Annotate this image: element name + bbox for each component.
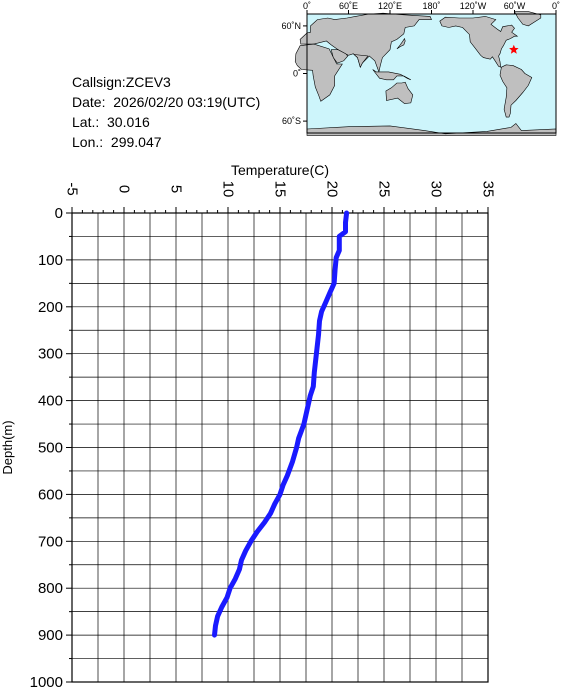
location-marker-star: [509, 44, 519, 54]
land-japan: [396, 37, 406, 50]
map-lon-label: 120˚W: [460, 1, 487, 11]
map-lon-label: 60˚E: [339, 1, 358, 11]
world-map: 0˚ 60˚E 120˚E 180˚ 120˚W 60˚W 0˚60˚N0˚60˚S: [281, 1, 560, 136]
y-tick-label: 1000: [30, 674, 63, 690]
map-lat-label: 60˚N: [281, 21, 301, 31]
x-tick-label: 0: [116, 185, 133, 193]
y-tick-label: 400: [38, 393, 63, 410]
x-tick-label: 5: [168, 185, 185, 193]
map-lon-label: 120˚E: [378, 1, 402, 11]
temperature-profile-line: [212, 210, 350, 638]
y-tick-label: 700: [38, 533, 63, 550]
land-greenland: [513, 11, 542, 27]
x-tick-label: 25: [376, 181, 393, 198]
x-tick-label: 10: [220, 181, 237, 198]
y-axis-label: Depth(m): [0, 420, 15, 474]
map-lon-label: 0˚: [303, 1, 311, 11]
y-tick-label: 800: [38, 580, 63, 597]
land-s-america: [499, 64, 533, 118]
map-lon-label: 60˚W: [504, 1, 526, 11]
y-tick-label: 100: [38, 252, 63, 269]
y-tick-label: 600: [38, 486, 63, 503]
x-tick-label: 30: [428, 181, 445, 198]
land-antarctica: [306, 123, 557, 136]
x-axis-label: Temperature(C): [231, 162, 329, 178]
y-tick-label: 200: [38, 299, 63, 316]
land-australia: [385, 81, 414, 104]
map-lon-label: 0˚: [552, 1, 560, 11]
y-tick-label: 0: [55, 205, 63, 222]
land-n-america: [439, 16, 519, 68]
lon-text: Lon.: 299.047: [72, 134, 162, 150]
land-indonesia: [372, 69, 411, 81]
x-tick-label: 15: [272, 181, 289, 198]
x-tick-label: 20: [324, 181, 341, 198]
land-arabia: [330, 49, 349, 64]
map-lat-label: 60˚S: [282, 116, 301, 126]
map-lat-label: 0˚: [293, 69, 301, 79]
callsign-text: Callsign:ZCEV3: [72, 74, 171, 90]
x-tick-label: -5: [64, 182, 81, 195]
map-lon-label: 180˚: [422, 1, 440, 11]
lat-text: Lat.: 30.016: [72, 114, 150, 130]
y-tick-label: 900: [38, 627, 63, 644]
y-tick-label: 500: [38, 440, 63, 457]
land-india: [353, 54, 369, 69]
date-text: Date: 2026/02/20 03:19(UTC): [72, 94, 261, 110]
x-tick-label: 35: [480, 181, 497, 198]
y-tick-label: 300: [38, 346, 63, 363]
